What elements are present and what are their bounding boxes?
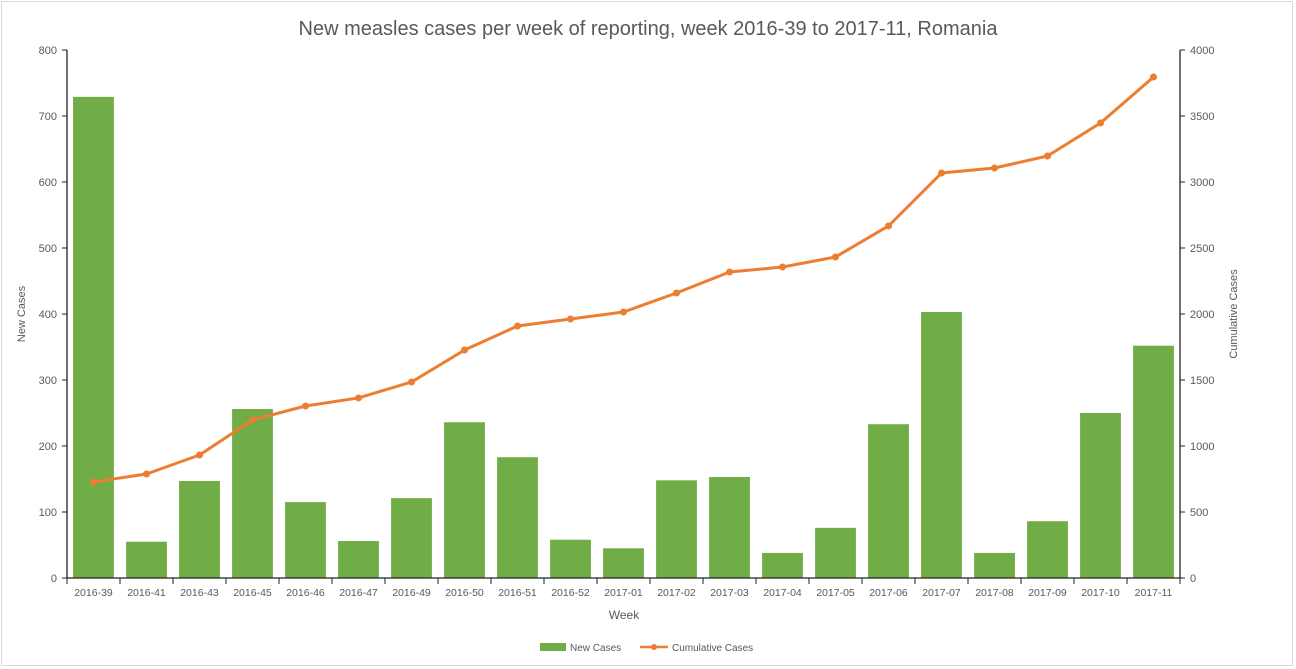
y-tick-label: 500: [39, 243, 57, 255]
point-cumulative-cases: [90, 478, 97, 486]
legend-label-cumulative-cases: Cumulative Cases: [672, 643, 753, 654]
x-tick-label: 2016-51: [498, 587, 537, 599]
x-tick-label: 2017-10: [1081, 587, 1120, 599]
x-tick-label: 2017-08: [975, 587, 1014, 599]
bar-new-cases: [868, 424, 909, 578]
bar-new-cases: [126, 541, 167, 578]
bar-new-cases: [179, 480, 220, 578]
bar-new-cases: [550, 539, 591, 578]
point-cumulative-cases: [355, 394, 362, 402]
point-cumulative-cases: [514, 322, 521, 330]
bar-new-cases: [73, 96, 114, 579]
y-tick-label: 800: [39, 45, 57, 57]
y2-tick-label: 1500: [1190, 375, 1214, 387]
bar-new-cases: [497, 457, 538, 578]
y-tick-label: 700: [39, 111, 57, 123]
x-tick-label: 2016-47: [339, 587, 378, 599]
point-cumulative-cases: [991, 164, 998, 172]
bar-new-cases: [921, 312, 962, 578]
point-cumulative-cases: [249, 416, 256, 424]
point-cumulative-cases: [832, 253, 839, 261]
x-tick-label: 2016-49: [392, 587, 431, 599]
point-cumulative-cases: [779, 263, 786, 271]
x-tick-label: 2017-03: [710, 587, 749, 599]
y2-tick-label: 3000: [1190, 177, 1214, 189]
bar-new-cases: [232, 409, 273, 578]
y2-tick-label: 1000: [1190, 441, 1214, 453]
bar-new-cases: [1133, 345, 1174, 578]
x-tick-label: 2017-02: [657, 587, 696, 599]
x-tick-label: 2016-50: [445, 587, 484, 599]
y2-axis-label: Cumulative Cases: [1228, 269, 1240, 359]
x-tick-label: 2017-05: [816, 587, 855, 599]
point-cumulative-cases: [143, 470, 150, 478]
x-axis-label: Week: [609, 608, 640, 622]
x-tick-label: 2016-39: [74, 587, 113, 599]
bar-new-cases: [762, 552, 803, 578]
bar-new-cases: [338, 541, 379, 578]
y2-tick-label: 2000: [1190, 309, 1214, 321]
bar-new-cases: [709, 477, 750, 578]
chart-title: New measles cases per week of reporting,…: [299, 18, 999, 40]
y2-tick-label: 0: [1190, 573, 1196, 585]
legend-label-new-cases: New Cases: [570, 643, 621, 654]
bar-new-cases: [1080, 413, 1121, 578]
y-axis-label: New Cases: [16, 285, 28, 342]
x-tick-label: 2017-09: [1028, 587, 1067, 599]
x-tick-label: 2016-52: [551, 587, 590, 599]
x-tick-label: 2017-07: [922, 587, 961, 599]
bar-new-cases: [656, 480, 697, 578]
x-tick-label: 2017-11: [1135, 587, 1173, 599]
bar-new-cases: [974, 552, 1015, 578]
point-cumulative-cases: [1097, 119, 1104, 127]
y2-tick-label: 500: [1190, 507, 1208, 519]
y-tick-label: 0: [51, 573, 57, 585]
point-cumulative-cases: [938, 169, 945, 177]
legend-swatch-new-cases: [540, 643, 566, 651]
y-tick-label: 300: [39, 375, 57, 387]
x-tick-label: 2016-41: [127, 587, 166, 599]
legend-swatch-cumulative-marker: [651, 644, 657, 650]
point-cumulative-cases: [1150, 73, 1157, 81]
bar-new-cases: [603, 548, 644, 578]
bar-new-cases: [444, 422, 485, 578]
bar-new-cases: [1027, 521, 1068, 578]
bar-new-cases: [815, 527, 856, 578]
y-tick-label: 100: [39, 507, 57, 519]
point-cumulative-cases: [885, 222, 892, 230]
point-cumulative-cases: [302, 402, 309, 410]
x-tick-label: 2017-04: [763, 587, 802, 599]
bar-new-cases: [391, 498, 432, 578]
x-tick-label: 2017-01: [604, 587, 643, 599]
x-tick-label: 2016-45: [233, 587, 272, 599]
point-cumulative-cases: [620, 308, 627, 316]
bar-new-cases: [285, 502, 326, 578]
x-tick-label: 2016-46: [286, 587, 325, 599]
point-cumulative-cases: [461, 346, 468, 354]
y-tick-label: 600: [39, 177, 57, 189]
point-cumulative-cases: [196, 451, 203, 459]
y-tick-label: 400: [39, 309, 57, 321]
legend: New Cases Cumulative Cases: [540, 643, 753, 654]
y2-tick-label: 2500: [1190, 243, 1214, 255]
point-cumulative-cases: [726, 268, 733, 276]
y2-tick-label: 3500: [1190, 111, 1214, 123]
point-cumulative-cases: [1044, 152, 1051, 160]
point-cumulative-cases: [408, 378, 415, 386]
x-tick-label: 2016-43: [180, 587, 219, 599]
y2-tick-label: 4000: [1190, 45, 1214, 57]
point-cumulative-cases: [673, 289, 680, 297]
point-cumulative-cases: [567, 315, 574, 323]
y-tick-label: 200: [39, 441, 57, 453]
x-tick-label: 2017-06: [869, 587, 908, 599]
